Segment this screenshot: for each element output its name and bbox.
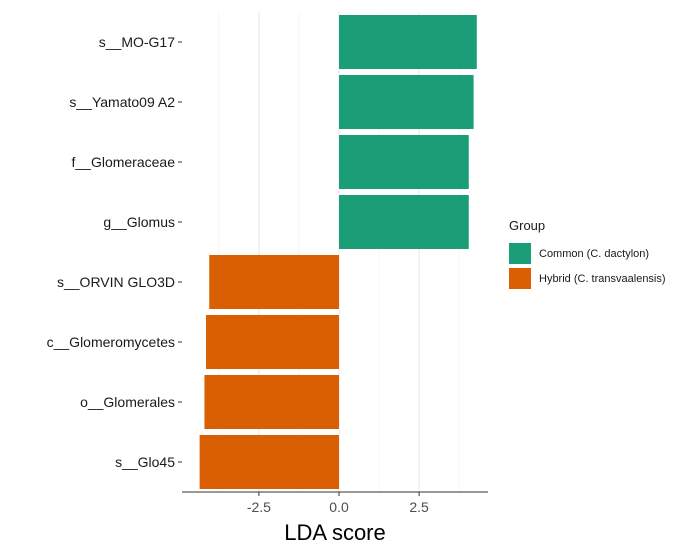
bars	[199, 15, 477, 489]
category-label-3: g__Glomus	[103, 214, 175, 230]
x-axis: -2.5 0.0 2.5	[182, 491, 488, 515]
x-tick-label-0: -2.5	[247, 499, 271, 515]
legend-swatch-hybrid	[509, 268, 531, 289]
legend-title: Group	[509, 218, 546, 233]
category-label-2: f__Glomeraceae	[71, 154, 175, 170]
legend-swatch-common	[509, 243, 531, 264]
x-tick-label-2: 2.5	[409, 499, 429, 515]
legend-label-hybrid: Hybrid (C. transvaalensis)	[539, 272, 666, 285]
category-label-1: s__Yamato09 A2	[69, 94, 175, 110]
legend-item-common: Common (C. dactylon)	[509, 241, 666, 266]
legend-item-hybrid: Hybrid (C. transvaalensis)	[509, 266, 666, 291]
x-tick-label-1: 0.0	[329, 499, 349, 515]
category-label-7: s__Glo45	[115, 454, 175, 470]
category-label-5: c__Glomeromycetes	[47, 334, 175, 350]
bar-0	[339, 15, 477, 69]
bar-6	[204, 375, 340, 429]
bar-7	[199, 435, 340, 489]
bar-1	[339, 75, 474, 129]
bar-3	[339, 195, 469, 249]
category-label-6: o__Glomerales	[80, 394, 175, 410]
category-label-0: s__MO-G17	[99, 34, 175, 50]
x-axis-title: LDA score	[284, 520, 386, 545]
category-labels: s__MO-G17 s__Yamato09 A2 f__Glomeraceae g__…	[47, 34, 182, 470]
category-label-4: s__ORVIN GLO3D	[57, 274, 175, 290]
bar-5	[206, 315, 340, 369]
bar-2	[339, 135, 469, 189]
legend-label-common: Common (C. dactylon)	[539, 247, 650, 260]
legend: Group Common (C. dactylon) Hybrid (C. tr…	[509, 218, 666, 291]
bar-4	[209, 255, 340, 309]
